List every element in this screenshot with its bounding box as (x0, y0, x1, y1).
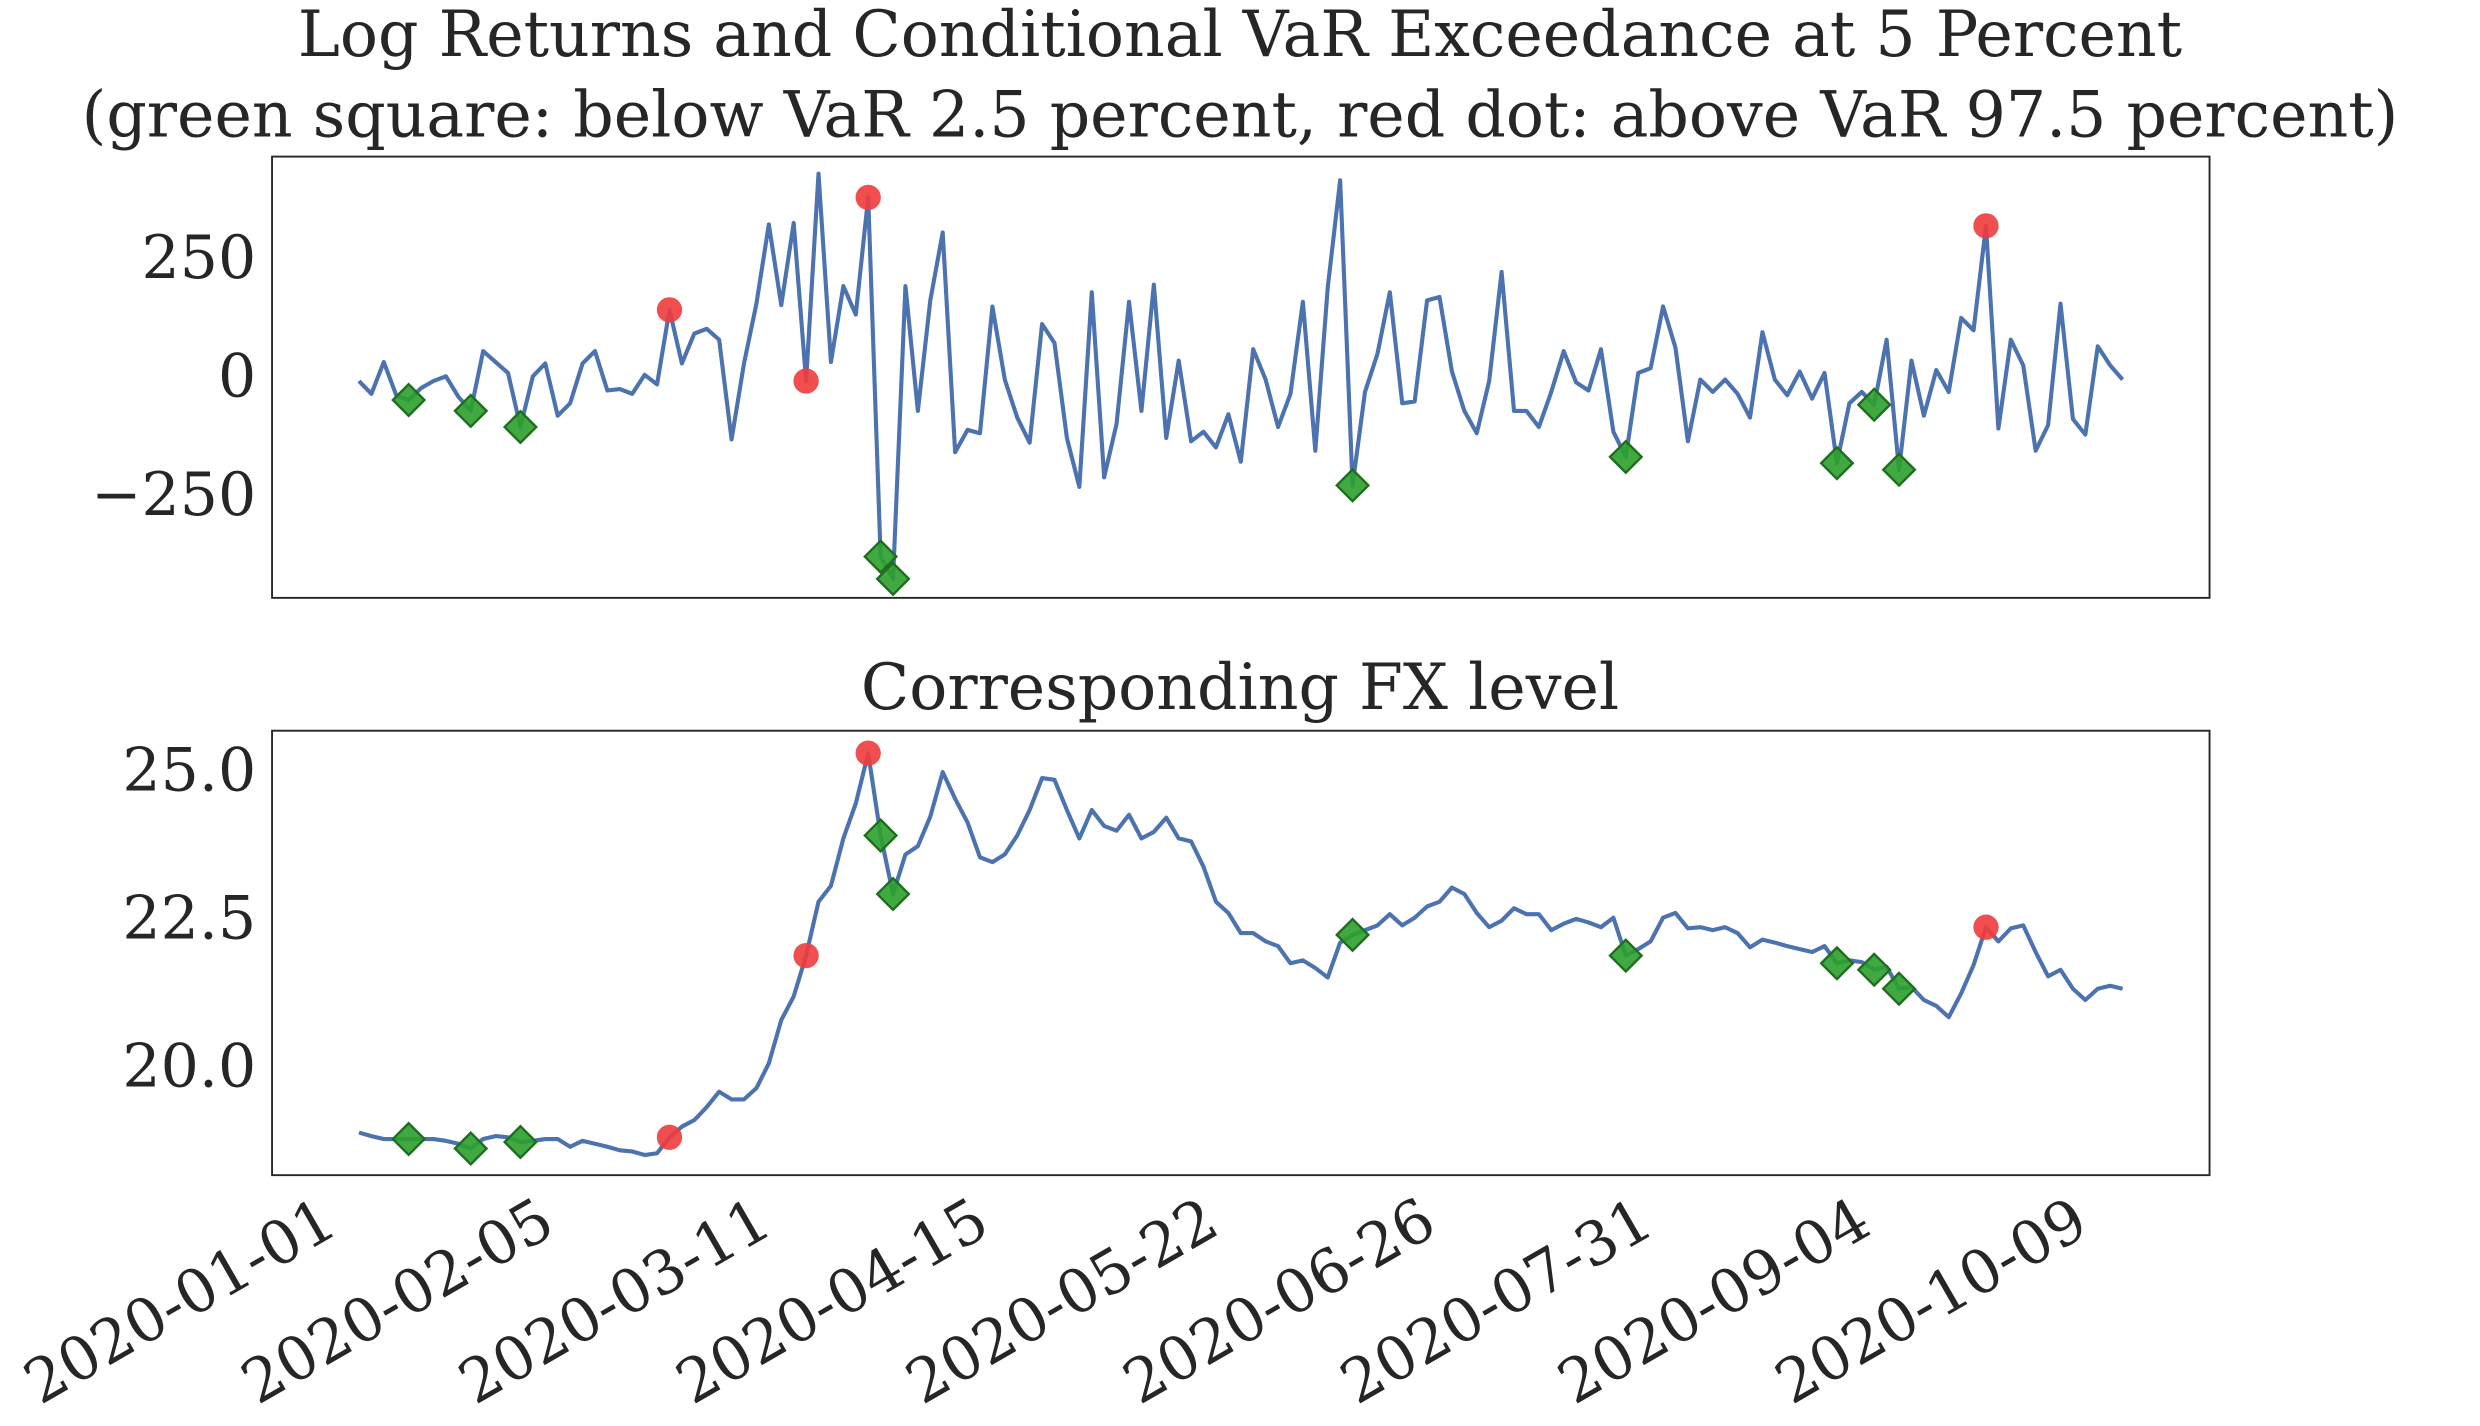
y-tick-label: 250 (142, 223, 257, 293)
exceedance-low-marker (1856, 952, 1892, 988)
y-tick-label: 20.0 (122, 1032, 256, 1102)
exceedance-low-marker (1856, 387, 1892, 423)
y-tick-label: −250 (91, 460, 256, 530)
chart-subtitle: (green square: below VaR 2.5 percent, re… (82, 78, 2399, 152)
exceedance-low-marker (863, 539, 899, 575)
plot-frame (271, 155, 2211, 599)
exceedance-high-marker (793, 368, 819, 394)
exceedance-low-marker (1881, 452, 1917, 488)
y-tick-label: 25.0 (122, 736, 256, 806)
exceedance-low-marker (1335, 467, 1371, 503)
exceedance-high-marker (793, 942, 819, 969)
exceedance-high-marker (855, 184, 881, 211)
y-tick-label: 22.5 (122, 884, 256, 954)
exceedance-high-marker (855, 740, 881, 766)
exceedance-low-marker (391, 1121, 427, 1157)
exceedance-low-marker (1335, 917, 1371, 953)
exceedance-low-marker (1608, 439, 1644, 475)
exceedance-low-marker (1819, 945, 1855, 981)
exceedance-low-marker (1881, 971, 1917, 1007)
exceedance-high-marker (1973, 213, 1999, 239)
exceedance-low-marker (863, 817, 899, 853)
chart-title: Log Returns and Conditional VaR Exceedan… (298, 0, 2182, 71)
exceedance-low-marker (391, 382, 427, 418)
data-line (357, 171, 2125, 581)
data-line (358, 751, 2124, 1158)
exceedance-high-marker (1973, 914, 1999, 940)
plot-frame (271, 729, 2211, 1177)
exceedance-low-marker (875, 876, 911, 912)
exceedance-low-marker (453, 1131, 489, 1167)
y-tick-label: 0 (218, 342, 256, 412)
exceedance-low-marker (1819, 445, 1855, 481)
exceedance-high-marker (656, 297, 683, 323)
chart-title: Corresponding FX level (861, 650, 1619, 724)
exceedance-low-marker (502, 409, 538, 445)
exceedance-low-marker (875, 561, 911, 597)
exceedance-low-marker (1608, 938, 1644, 974)
exceedance-low-marker (502, 1124, 538, 1160)
exceedance-high-marker (656, 1124, 683, 1150)
exceedance-low-marker (453, 393, 489, 429)
